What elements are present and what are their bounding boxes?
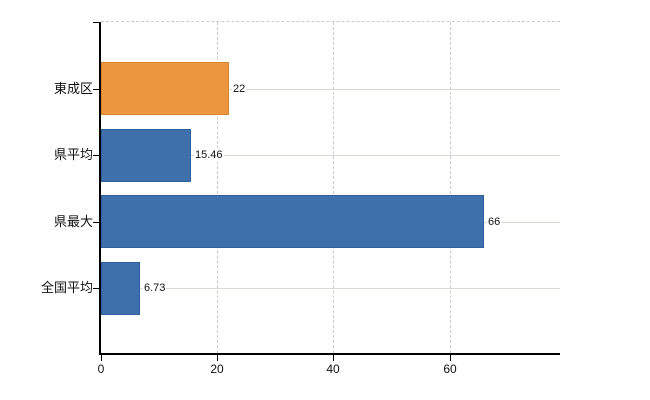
x-axis-tick: [450, 355, 451, 361]
x-axis-tick: [217, 355, 218, 361]
y-axis-tick: [93, 155, 99, 156]
y-axis-tick: [93, 22, 99, 23]
x-tick-label: 40: [326, 362, 340, 376]
bar: [101, 129, 191, 182]
value-label: 22: [232, 82, 247, 96]
y-axis-tick: [93, 89, 99, 90]
v-gridline: [450, 22, 451, 353]
plot-top-border: [101, 21, 560, 22]
y-axis-tick: [93, 288, 99, 289]
category-label: 全国平均: [40, 280, 93, 295]
x-axis-tick: [101, 355, 102, 361]
bar: [101, 62, 229, 115]
h-gridline: [101, 155, 560, 156]
v-gridline: [217, 22, 218, 353]
x-tick-label: 60: [443, 362, 457, 376]
category-label: 県平均: [53, 147, 93, 162]
category-label: 東成区: [53, 81, 93, 96]
category-label: 県最大: [53, 214, 93, 229]
x-axis: [99, 353, 560, 355]
x-axis-tick: [333, 355, 334, 361]
x-tick-label: 20: [210, 362, 224, 376]
y-axis: [99, 22, 101, 355]
bar: [101, 195, 484, 248]
v-gridline: [333, 22, 334, 353]
value-label: 66: [487, 215, 502, 229]
h-gridline: [101, 288, 560, 289]
x-tick-label: 0: [97, 362, 105, 376]
h-gridline: [101, 89, 560, 90]
value-label: 15.46: [194, 148, 224, 162]
value-label: 6.73: [143, 281, 167, 295]
bar: [101, 262, 140, 315]
y-axis-tick: [93, 222, 99, 223]
